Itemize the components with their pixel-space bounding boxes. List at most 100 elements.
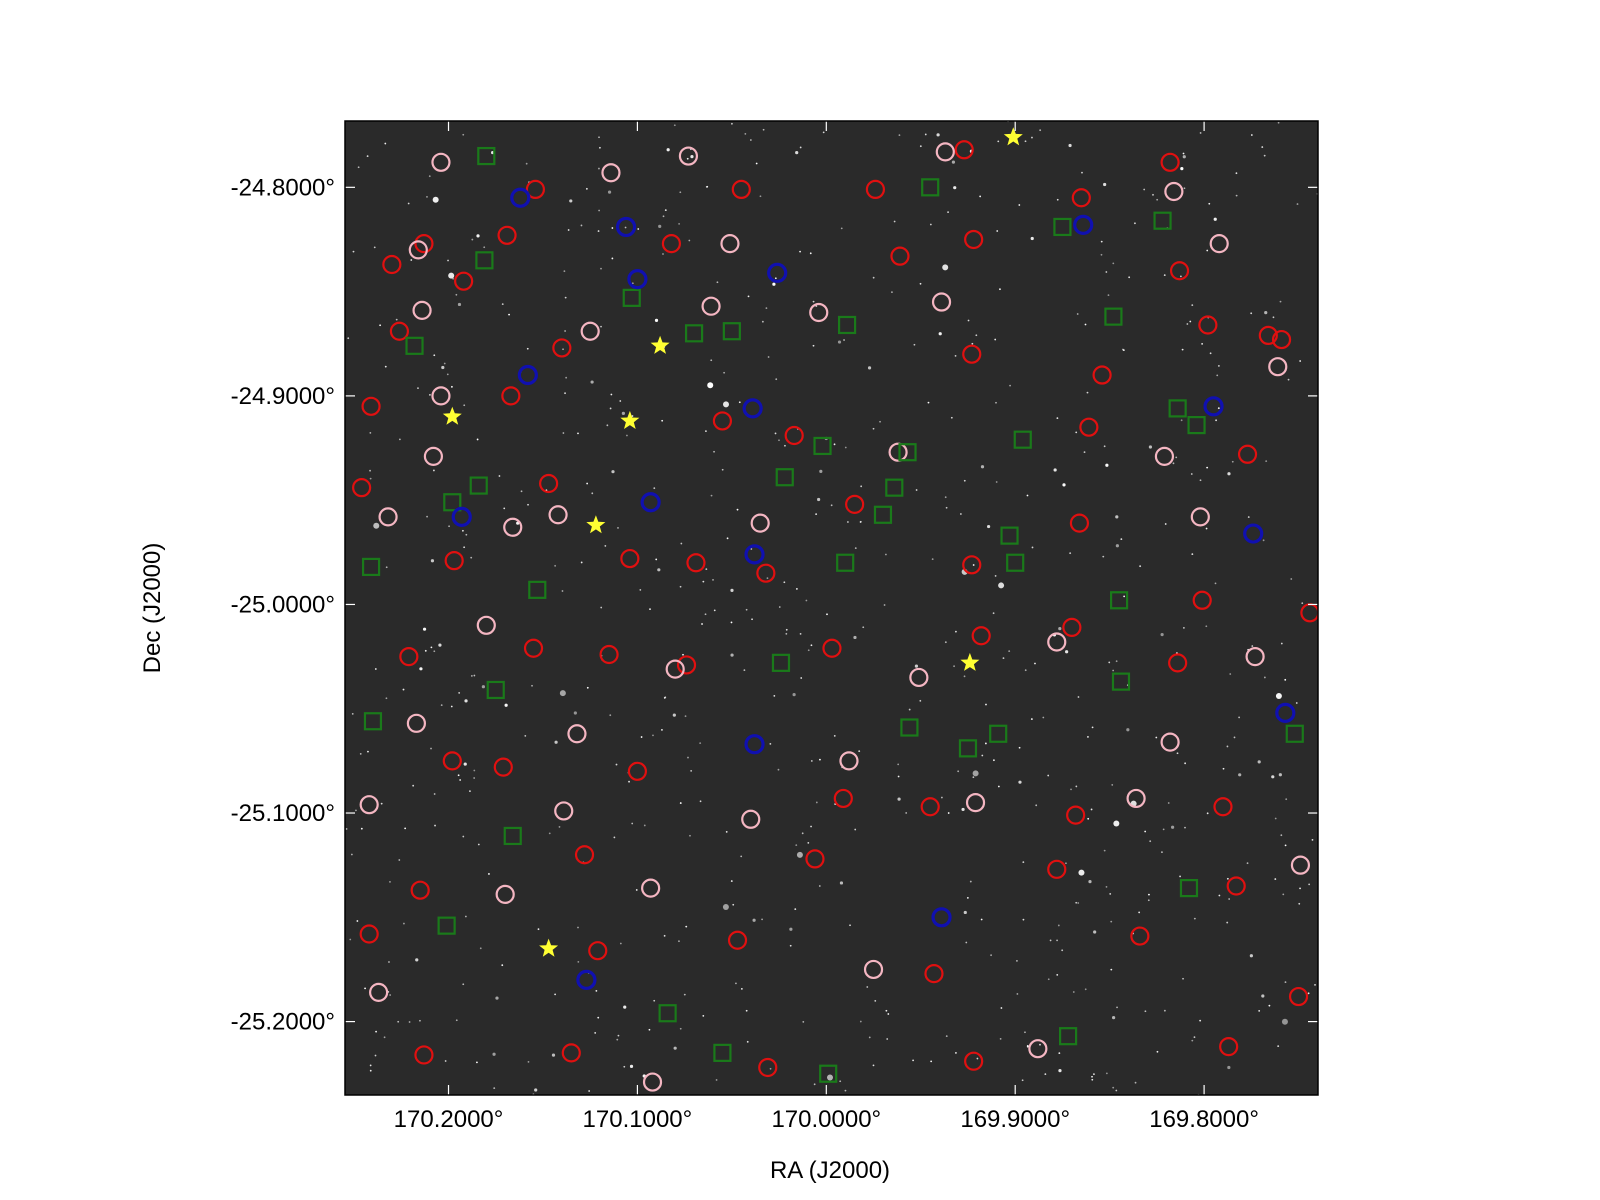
background-star — [599, 146, 601, 149]
background-star — [1229, 673, 1232, 675]
background-star — [1171, 825, 1175, 829]
background-star — [994, 575, 997, 577]
circle-marker — [431, 152, 451, 172]
background-star — [893, 220, 896, 223]
background-star — [1272, 316, 1275, 319]
background-star — [653, 999, 656, 1002]
circle-marker — [1160, 152, 1180, 172]
square-marker — [437, 916, 456, 935]
background-star — [1008, 650, 1011, 653]
square-marker — [405, 336, 424, 355]
background-star — [678, 940, 680, 943]
background-star — [837, 340, 842, 344]
background-star — [784, 444, 786, 447]
background-star — [356, 920, 359, 922]
background-star — [853, 635, 857, 640]
background-star — [872, 276, 875, 279]
background-star — [398, 438, 401, 441]
background-star — [1191, 1039, 1194, 1042]
background-star — [615, 763, 618, 766]
background-star — [1295, 702, 1298, 704]
background-star — [458, 692, 461, 694]
background-star — [722, 401, 729, 408]
background-star — [732, 903, 735, 906]
background-star — [415, 958, 419, 962]
background-star — [1088, 880, 1092, 884]
background-star — [897, 775, 900, 778]
background-star — [430, 747, 432, 750]
background-star — [1231, 460, 1234, 463]
background-star — [1251, 645, 1254, 647]
background-star — [942, 264, 949, 271]
circle-marker — [888, 442, 908, 462]
background-star — [999, 288, 1001, 291]
circle-marker — [833, 788, 853, 809]
background-star — [1100, 240, 1103, 243]
background-star — [678, 222, 680, 225]
square-marker — [1153, 211, 1172, 230]
background-star — [701, 623, 703, 625]
background-star — [1087, 736, 1089, 738]
square-marker — [363, 712, 383, 731]
background-star — [992, 612, 995, 615]
background-star — [481, 685, 485, 689]
background-star — [1076, 313, 1079, 315]
circle-marker — [1169, 261, 1190, 281]
background-star — [722, 903, 729, 910]
markers — [352, 127, 1318, 1092]
background-star — [604, 545, 607, 547]
square-marker — [684, 324, 704, 343]
circle-marker — [1092, 365, 1112, 385]
background-star — [597, 1016, 600, 1019]
background-star — [799, 250, 801, 253]
background-star — [1271, 775, 1275, 779]
background-star — [673, 124, 676, 127]
square-marker — [1187, 415, 1206, 435]
square-marker — [528, 580, 547, 599]
background-star — [580, 561, 583, 564]
background-star — [1176, 752, 1179, 755]
background-star — [813, 1083, 816, 1086]
background-star — [1134, 222, 1136, 225]
square-marker — [813, 436, 832, 456]
background-star — [1056, 973, 1059, 976]
circle-marker — [1130, 926, 1150, 946]
background-star — [501, 964, 504, 967]
background-star — [598, 136, 600, 139]
background-star — [809, 252, 812, 255]
background-star — [457, 774, 460, 777]
background-star — [1162, 828, 1165, 831]
background-star — [1265, 460, 1268, 463]
background-star — [607, 190, 612, 194]
background-star — [1108, 661, 1111, 664]
background-star — [930, 1060, 933, 1063]
background-star — [730, 588, 734, 593]
background-star — [1110, 968, 1113, 971]
background-star — [1116, 1006, 1118, 1009]
background-star — [1053, 468, 1057, 472]
background-star — [862, 626, 865, 629]
background-star — [551, 1053, 556, 1057]
background-star — [1039, 129, 1042, 132]
background-star — [355, 809, 357, 812]
background-star — [879, 420, 881, 423]
background-star — [1077, 696, 1080, 698]
background-star — [476, 234, 480, 238]
circle-marker — [627, 761, 648, 781]
background-star — [985, 703, 987, 706]
background-star — [761, 918, 763, 921]
background-star — [469, 790, 471, 793]
background-star — [1213, 217, 1217, 221]
background-star — [774, 277, 777, 280]
background-star — [683, 993, 686, 996]
background-star — [746, 1040, 749, 1043]
background-star — [679, 1027, 682, 1030]
background-star — [915, 489, 918, 491]
circle-marker — [1245, 646, 1265, 667]
background-star — [673, 1046, 677, 1050]
background-star — [1172, 462, 1175, 465]
background-star — [429, 393, 431, 396]
background-star — [383, 1036, 386, 1039]
background-star — [1307, 992, 1310, 995]
square-marker — [722, 322, 741, 341]
